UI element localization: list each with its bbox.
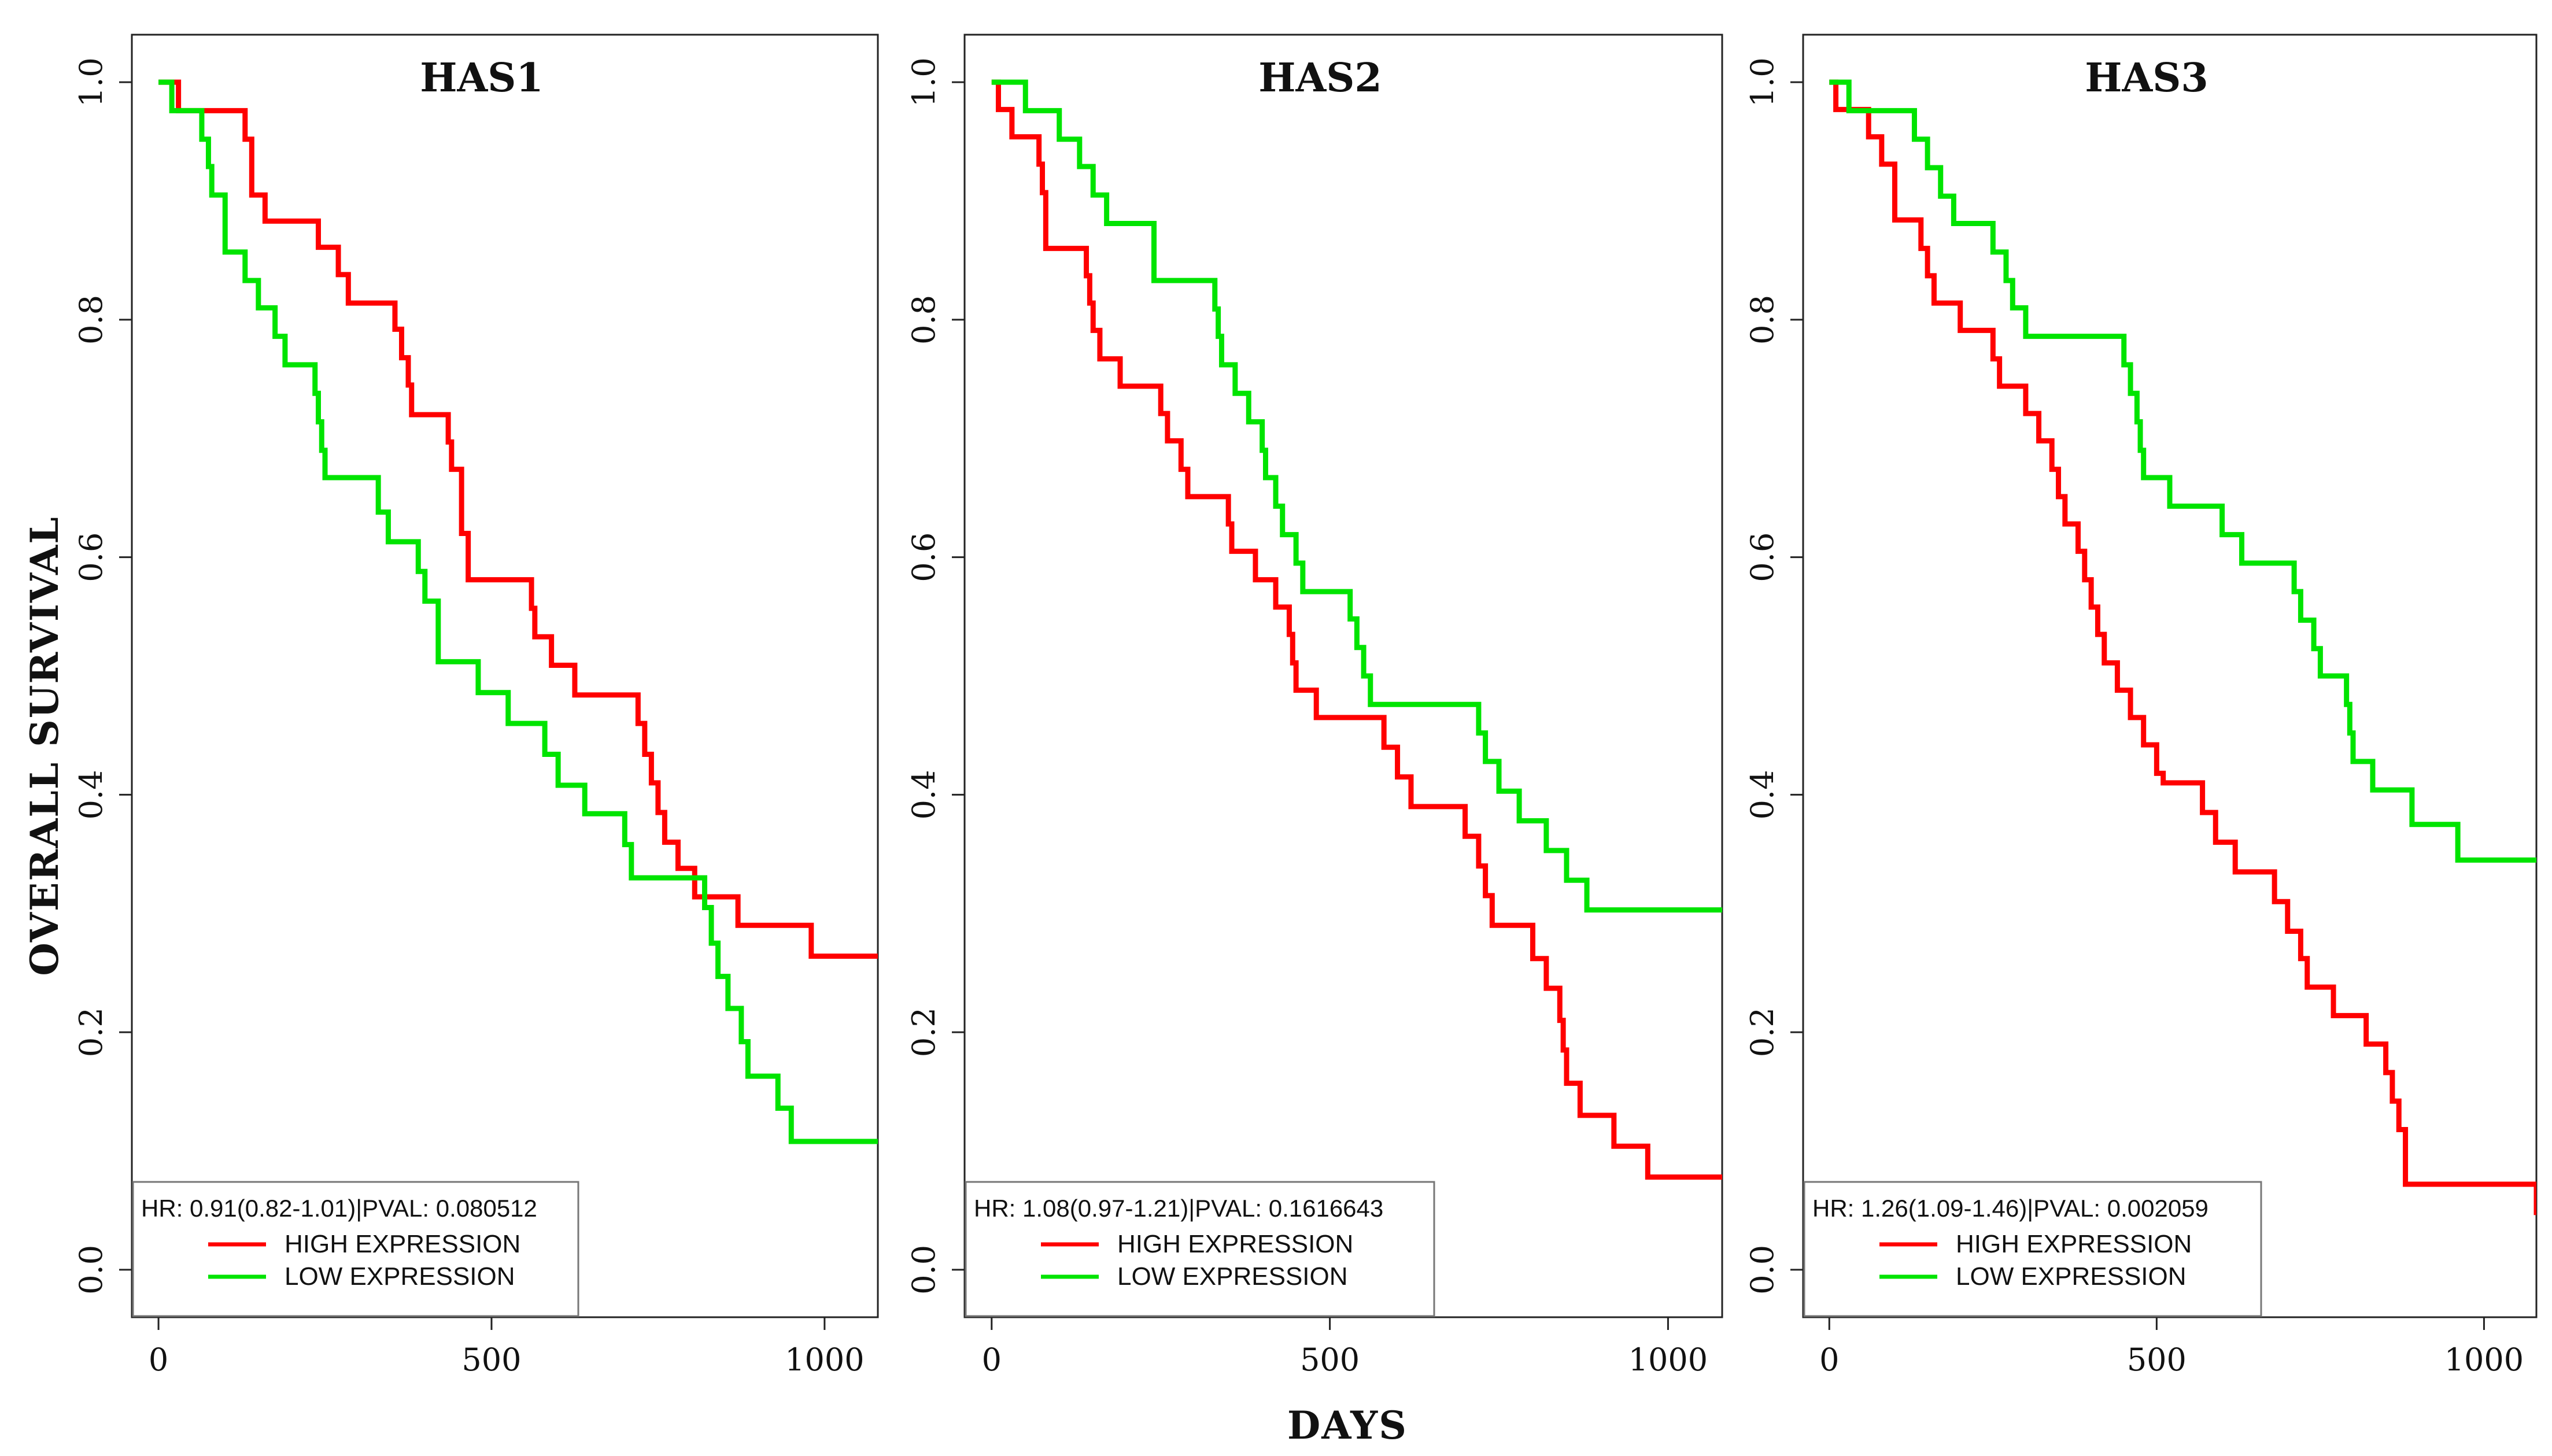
x-tick-label: 1000 — [1628, 1342, 1708, 1378]
series-line-low-expression — [991, 79, 1722, 913]
plot-frame — [963, 34, 1723, 1318]
panel-title: HAS1 — [420, 55, 543, 101]
legend-box — [132, 1181, 579, 1317]
y-tick-label: 0.6 — [73, 533, 109, 582]
y-tick-label: 0.6 — [1744, 533, 1781, 582]
legend-label-high: HIGH EXPRESSION — [1956, 1230, 2192, 1258]
y-tick-label: 0.0 — [73, 1245, 109, 1295]
series-line-high-expression — [991, 79, 1722, 1180]
y-tick-label: 0.0 — [906, 1245, 942, 1295]
legend-box — [1803, 1181, 2262, 1317]
x-tick-label: 500 — [1300, 1342, 1360, 1378]
y-axis: 0.0 0.2 0.4 0.6 0.8 1.0 — [1744, 57, 1803, 1295]
legend: HR: 0.91(0.82-1.01)|PVAL: 0.080512 HIGH … — [132, 1181, 579, 1317]
y-tick-label: 0.4 — [906, 770, 942, 819]
y-tick-label: 0.4 — [1744, 770, 1781, 819]
y-tick-label: 0.0 — [1744, 1245, 1781, 1295]
series-line-high-expression — [1829, 79, 2536, 1215]
y-axis: 0.0 0.2 0.4 0.6 0.8 1.0 — [906, 57, 965, 1295]
y-axis: 0.0 0.2 0.4 0.6 0.8 1.0 — [73, 57, 132, 1295]
panel-title: HAS2 — [1258, 55, 1382, 101]
x-tick-label: 1000 — [2444, 1342, 2524, 1378]
x-axis-title: DAYS — [1287, 1403, 1408, 1448]
y-tick-label: 0.4 — [73, 770, 109, 819]
x-axis: 0 500 1000 — [982, 1317, 1708, 1378]
legend-label-low: LOW EXPRESSION — [1956, 1262, 2187, 1291]
legend-label-high: HIGH EXPRESSION — [285, 1230, 520, 1258]
legend-box — [965, 1181, 1435, 1317]
legend-label-low: LOW EXPRESSION — [1117, 1262, 1348, 1291]
y-tick-label: 0.8 — [73, 295, 109, 345]
panel-has2: 0.0 0.2 0.4 0.6 0.8 1.0 0 500 1000 HAS2 HR: 1.0… — [906, 34, 1723, 1378]
plot-frame — [131, 34, 879, 1318]
y-tick-label: 1.0 — [1744, 57, 1781, 107]
x-tick-label: 500 — [2127, 1342, 2187, 1378]
series-lines — [1829, 79, 2536, 1215]
series-lines — [991, 79, 1722, 1180]
series-lines — [158, 79, 878, 1144]
y-tick-label: 0.2 — [73, 1007, 109, 1057]
x-axis: 0 500 1000 — [149, 1317, 865, 1378]
x-tick-label: 500 — [461, 1342, 521, 1378]
series-line-low-expression — [158, 79, 878, 1144]
legend-hr-text: HR: 1.08(0.97-1.21)|PVAL: 0.1616643 — [974, 1195, 1383, 1222]
legend-label-high: HIGH EXPRESSION — [1117, 1230, 1353, 1258]
plot-frame — [1802, 34, 2538, 1318]
y-tick-label: 0.2 — [1744, 1007, 1781, 1057]
legend: HR: 1.26(1.09-1.46)|PVAL: 0.002059 HIGH … — [1803, 1181, 2262, 1317]
panel-has3: 0.0 0.2 0.4 0.6 0.8 1.0 0 500 1000 HAS3 HR: 1.2… — [1744, 34, 2538, 1378]
x-tick-label: 0 — [1819, 1342, 1839, 1378]
series-line-low-expression — [1829, 79, 2536, 863]
x-tick-label: 0 — [149, 1342, 168, 1378]
y-tick-label: 0.6 — [906, 533, 942, 582]
series-line-high-expression — [158, 79, 878, 959]
panel-has1: 0.0 0.2 0.4 0.6 0.8 1.0 0 500 1000 HAS1 HR: 0.9… — [73, 34, 879, 1378]
legend-hr-text: HR: 1.26(1.09-1.46)|PVAL: 0.002059 — [1812, 1195, 2208, 1222]
legend-hr-text: HR: 0.91(0.82-1.01)|PVAL: 0.080512 — [141, 1195, 537, 1222]
legend-label-low: LOW EXPRESSION — [285, 1262, 515, 1291]
y-axis-title: OVERALL SURVIVAL — [22, 516, 67, 975]
y-tick-label: 1.0 — [73, 57, 109, 107]
x-tick-label: 1000 — [785, 1342, 864, 1378]
x-axis: 0 500 1000 — [1819, 1317, 2524, 1378]
y-tick-label: 0.8 — [906, 295, 942, 345]
panel-title: HAS3 — [2085, 55, 2208, 101]
legend: HR: 1.08(0.97-1.21)|PVAL: 0.1616643 HIGH… — [965, 1181, 1435, 1317]
y-tick-label: 1.0 — [906, 57, 942, 107]
y-tick-label: 0.8 — [1744, 295, 1781, 345]
x-tick-label: 0 — [982, 1342, 1002, 1378]
y-tick-label: 0.2 — [906, 1007, 942, 1057]
